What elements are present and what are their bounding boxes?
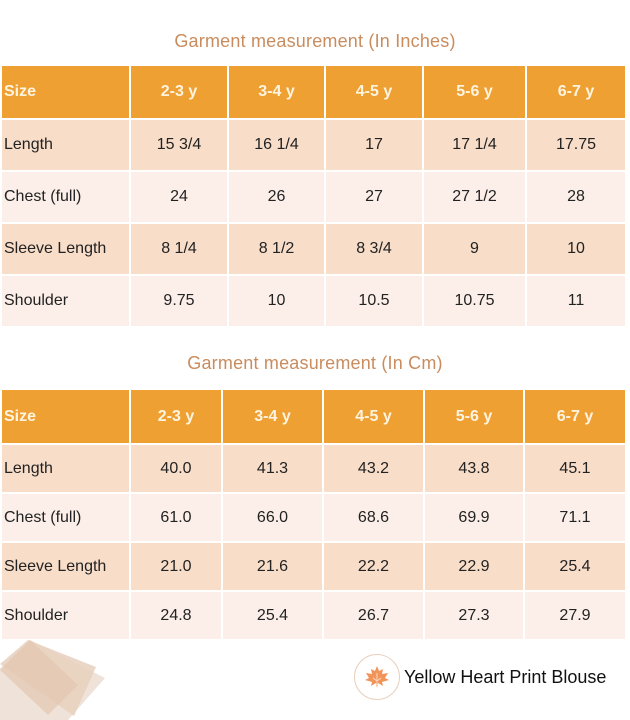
cell: 10	[526, 223, 627, 276]
cm-size-table: Size 2-3 y 3-4 y 4-5 y 5-6 y 6-7 y Lengt…	[2, 390, 627, 641]
cell: 22.2	[323, 542, 425, 592]
table-row-chest: Chest (full) 61.0 66.0 68.6 69.9 71.1	[2, 493, 627, 543]
table-row-chest: Chest (full) 24 26 27 27 1/2 28	[2, 171, 627, 224]
cell: 25.4	[524, 542, 627, 592]
cell: 27.3	[424, 591, 525, 641]
brand: Yellow Heart Print Blouse	[354, 654, 606, 700]
cell: 66.0	[222, 493, 324, 543]
row-label: Shoulder	[2, 275, 131, 328]
header-3-4y: 3-4 y	[222, 390, 324, 445]
row-label: Length	[2, 119, 131, 172]
table-row-shoulder: Shoulder 24.8 25.4 26.7 27.3 27.9	[2, 591, 627, 641]
header-5-6y: 5-6 y	[424, 390, 525, 445]
inches-table-title: Garment measurement (In Inches)	[174, 31, 456, 51]
cell: 9	[423, 223, 527, 276]
header-row: Size 2-3 y 3-4 y 4-5 y 5-6 y 6-7 y	[2, 66, 627, 120]
table-row-length: Length 40.0 41.3 43.2 43.8 45.1	[2, 444, 627, 494]
cell: 21.0	[130, 542, 223, 592]
cell: 10	[228, 275, 326, 328]
header-6-7y: 6-7 y	[526, 66, 627, 120]
cell: 9.75	[130, 275, 229, 328]
cell: 69.9	[424, 493, 525, 543]
header-2-3y: 2-3 y	[130, 66, 229, 120]
cell: 27.9	[524, 591, 627, 641]
header-4-5y: 4-5 y	[323, 390, 425, 445]
cell: 28	[526, 171, 627, 224]
cell: 24	[130, 171, 229, 224]
cell: 22.9	[424, 542, 525, 592]
cell: 40.0	[130, 444, 223, 494]
cell: 27 1/2	[423, 171, 527, 224]
row-label: Sleeve Length	[2, 223, 131, 276]
cell: 8 3/4	[325, 223, 424, 276]
cell: 16 1/4	[228, 119, 326, 172]
header-6-7y: 6-7 y	[524, 390, 627, 445]
cell: 25.4	[222, 591, 324, 641]
cell: 17 1/4	[423, 119, 527, 172]
header-5-6y: 5-6 y	[423, 66, 527, 120]
row-label: Chest (full)	[2, 493, 131, 543]
cell: 15 3/4	[130, 119, 229, 172]
header-size: Size	[2, 390, 131, 445]
maple-leaf-icon	[354, 654, 400, 700]
cell: 26.7	[323, 591, 425, 641]
cell: 71.1	[524, 493, 627, 543]
cell: 43.2	[323, 444, 425, 494]
cell: 61.0	[130, 493, 223, 543]
cell: 17.75	[526, 119, 627, 172]
header-3-4y: 3-4 y	[228, 66, 326, 120]
row-label: Length	[2, 444, 131, 494]
row-label: Shoulder	[2, 591, 131, 641]
header-size: Size	[2, 66, 131, 120]
table-row-shoulder: Shoulder 9.75 10 10.5 10.75 11	[2, 275, 627, 328]
cell: 8 1/4	[130, 223, 229, 276]
table-row-sleeve-length: Sleeve Length 8 1/4 8 1/2 8 3/4 9 10	[2, 223, 627, 276]
cell: 27	[325, 171, 424, 224]
row-label: Chest (full)	[2, 171, 131, 224]
table-row-sleeve-length: Sleeve Length 21.0 21.6 22.2 22.9 25.4	[2, 542, 627, 592]
product-name: Yellow Heart Print Blouse	[404, 666, 607, 687]
cm-table-title: Garment measurement (In Cm)	[187, 353, 443, 373]
header-2-3y: 2-3 y	[130, 390, 223, 445]
cell: 41.3	[222, 444, 324, 494]
header-4-5y: 4-5 y	[325, 66, 424, 120]
decorative-diamonds	[0, 640, 105, 720]
row-label: Sleeve Length	[2, 542, 131, 592]
cell: 10.75	[423, 275, 527, 328]
cell: 68.6	[323, 493, 425, 543]
table-row-length: Length 15 3/4 16 1/4 17 17 1/4 17.75	[2, 119, 627, 172]
cell: 24.8	[130, 591, 223, 641]
cell: 8 1/2	[228, 223, 326, 276]
header-row: Size 2-3 y 3-4 y 4-5 y 5-6 y 6-7 y	[2, 390, 627, 445]
inches-size-table: Size 2-3 y 3-4 y 4-5 y 5-6 y 6-7 y Lengt…	[2, 66, 627, 328]
cell: 17	[325, 119, 424, 172]
cell: 43.8	[424, 444, 525, 494]
cell: 45.1	[524, 444, 627, 494]
cell: 26	[228, 171, 326, 224]
cell: 11	[526, 275, 627, 328]
cell: 10.5	[325, 275, 424, 328]
cell: 21.6	[222, 542, 324, 592]
